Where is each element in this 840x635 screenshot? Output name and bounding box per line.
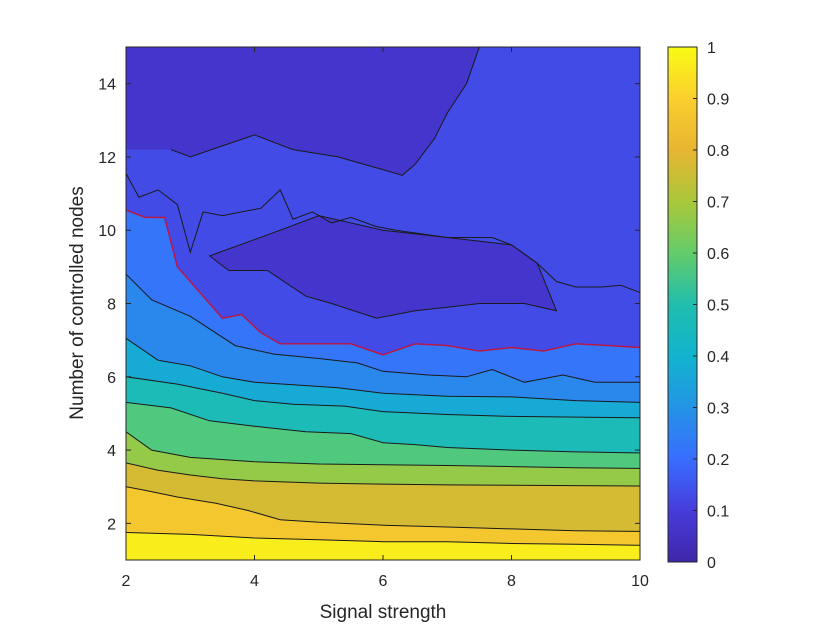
x-tick-label: 6 <box>379 573 388 590</box>
contour-line-0.9 <box>126 532 640 546</box>
contour-line-0.5 <box>126 401 640 454</box>
contour-fill-regions <box>126 47 640 560</box>
colorbar-tick-label: 0 <box>707 555 716 572</box>
contour-line-0.7 <box>126 462 640 487</box>
y-tick-label: 12 <box>98 150 116 167</box>
contour-lines <box>126 47 640 546</box>
contour-line-0.05-pocket <box>208 215 558 319</box>
contour-line-0.2 <box>126 273 640 383</box>
x-axis-ticks: 2 4 6 8 10 <box>122 47 649 590</box>
contour-line-0.8 <box>126 486 640 532</box>
colorbar-tick-label: 0.1 <box>707 504 729 521</box>
contour-line-0.1 <box>126 173 640 293</box>
colorbar <box>667 46 698 563</box>
y-tick-label: 8 <box>107 297 116 314</box>
x-tick-label: 4 <box>250 573 259 590</box>
y-axis-ticks: 2 4 6 8 10 12 14 <box>98 77 640 533</box>
colorbar-tick-label: 0.6 <box>707 246 729 263</box>
colorbar-tick-label: 0.5 <box>707 298 729 315</box>
colorbar-tick-label: 0.3 <box>707 401 729 418</box>
y-tick-label: 10 <box>98 223 116 240</box>
x-tick-label: 2 <box>122 573 131 590</box>
x-axis-label: Signal strength <box>320 602 447 623</box>
contour-line-0.3 <box>126 337 640 403</box>
colorbar-tick-label: 1 <box>707 40 716 57</box>
contour-region-0.9 <box>126 532 640 560</box>
contour-line-0.6 <box>126 431 640 469</box>
colorbar-tick-label: 0.7 <box>707 195 729 212</box>
contour-line-0.05 <box>170 47 480 176</box>
colorbar-tick-label: 0.9 <box>707 92 729 109</box>
contour-region-0.1 <box>209 215 557 319</box>
contour-line-0.4 <box>126 376 640 419</box>
x-tick-label: 10 <box>631 573 649 590</box>
contour-line-0.15 <box>126 209 640 356</box>
y-tick-label: 6 <box>107 370 116 387</box>
y-tick-label: 4 <box>107 443 116 460</box>
y-axis-label: Number of controlled nodes <box>67 186 88 419</box>
colorbar-tick-label: 0.4 <box>707 349 729 366</box>
colorbar-tick-label: 0.2 <box>707 452 729 469</box>
x-tick-label: 8 <box>507 573 516 590</box>
y-tick-label: 2 <box>107 516 116 533</box>
colorbar-tick-label: 0.8 <box>707 143 729 160</box>
colorbar-ticks: 0 0.1 0.2 0.3 0.4 0.5 0.6 0.7 0.8 0.9 1 <box>693 40 729 572</box>
contour-region-0.05 <box>126 47 480 176</box>
y-tick-label: 14 <box>98 77 116 94</box>
